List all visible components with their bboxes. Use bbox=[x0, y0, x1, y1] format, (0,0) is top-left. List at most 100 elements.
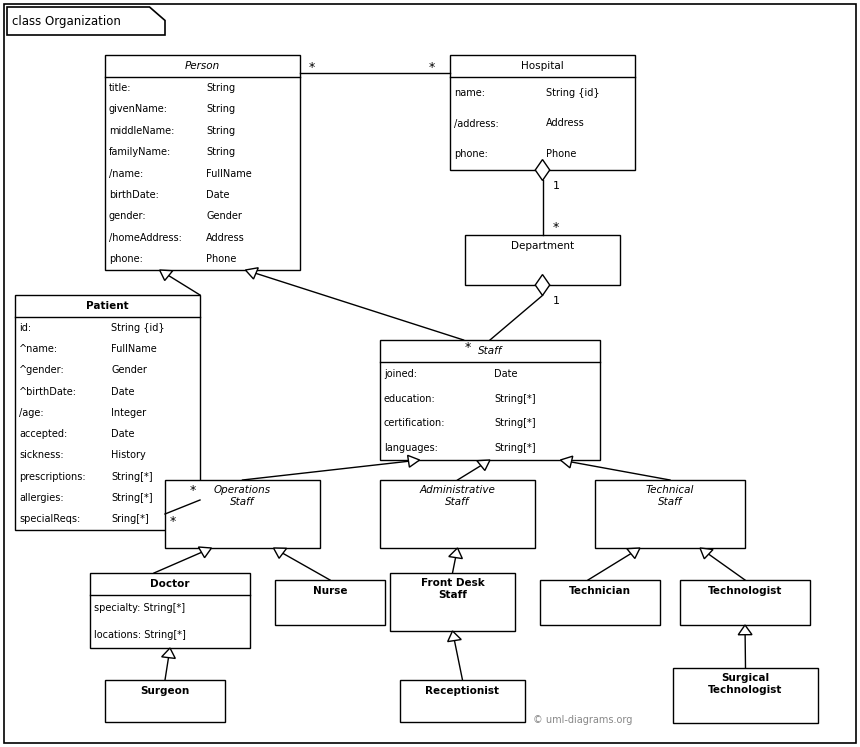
Text: FullName: FullName bbox=[206, 169, 252, 179]
Text: Sring[*]: Sring[*] bbox=[111, 515, 149, 524]
Text: Doctor: Doctor bbox=[150, 579, 190, 589]
Text: String: String bbox=[206, 104, 236, 114]
Text: Receptionist: Receptionist bbox=[426, 686, 500, 696]
Text: gender:: gender: bbox=[109, 211, 146, 221]
Text: /age:: /age: bbox=[19, 408, 44, 418]
Bar bbox=[15, 295, 200, 530]
Text: joined:: joined: bbox=[384, 369, 417, 379]
Text: allergies:: allergies: bbox=[19, 493, 64, 503]
Text: Date: Date bbox=[206, 190, 230, 200]
Text: Date: Date bbox=[111, 386, 135, 397]
Bar bbox=[673, 668, 818, 723]
Text: locations: String[*]: locations: String[*] bbox=[94, 630, 186, 639]
Bar bbox=[595, 480, 745, 548]
Text: String[*]: String[*] bbox=[494, 394, 536, 403]
Text: History: History bbox=[111, 450, 146, 460]
Text: Gender: Gender bbox=[206, 211, 243, 221]
Text: Department: Department bbox=[511, 241, 574, 251]
Text: /name:: /name: bbox=[109, 169, 144, 179]
Text: *: * bbox=[464, 341, 470, 354]
Text: ^birthDate:: ^birthDate: bbox=[19, 386, 77, 397]
Text: Hospital: Hospital bbox=[521, 61, 564, 71]
Polygon shape bbox=[408, 456, 420, 467]
Polygon shape bbox=[245, 267, 258, 279]
Text: languages:: languages: bbox=[384, 443, 438, 453]
Bar bbox=[90, 573, 250, 648]
Text: familyName:: familyName: bbox=[109, 147, 171, 157]
Text: *: * bbox=[553, 221, 559, 235]
Text: Nurse: Nurse bbox=[313, 586, 347, 596]
Text: Technician: Technician bbox=[569, 586, 631, 596]
Text: Address: Address bbox=[206, 233, 245, 243]
Text: FullName: FullName bbox=[111, 344, 157, 354]
Polygon shape bbox=[700, 548, 713, 559]
Text: phone:: phone: bbox=[454, 149, 488, 160]
Text: *: * bbox=[189, 484, 196, 497]
Bar bbox=[165, 480, 320, 548]
Text: String[*]: String[*] bbox=[494, 443, 536, 453]
Text: ^gender:: ^gender: bbox=[19, 365, 64, 375]
Text: sickness:: sickness: bbox=[19, 450, 64, 460]
Text: String[*]: String[*] bbox=[494, 418, 536, 428]
Text: title:: title: bbox=[109, 83, 132, 93]
Text: birthDate:: birthDate: bbox=[109, 190, 159, 200]
Bar bbox=[105, 680, 225, 722]
Polygon shape bbox=[477, 460, 490, 471]
Text: /address:: /address: bbox=[454, 119, 499, 128]
Text: String[*]: String[*] bbox=[111, 472, 153, 482]
Text: education:: education: bbox=[384, 394, 436, 403]
Text: 1: 1 bbox=[553, 181, 560, 190]
Bar bbox=[540, 580, 660, 625]
Text: /homeAddress:: /homeAddress: bbox=[109, 233, 181, 243]
Text: prescriptions:: prescriptions: bbox=[19, 472, 86, 482]
Text: Date: Date bbox=[111, 429, 135, 439]
Text: class Organization: class Organization bbox=[12, 14, 121, 28]
Bar bbox=[465, 235, 620, 285]
Bar bbox=[380, 340, 600, 460]
Polygon shape bbox=[738, 625, 752, 635]
Text: *: * bbox=[169, 515, 175, 528]
Text: specialReqs:: specialReqs: bbox=[19, 515, 80, 524]
Bar bbox=[105, 55, 300, 270]
Polygon shape bbox=[162, 648, 175, 658]
Text: Technical
Staff: Technical Staff bbox=[646, 486, 694, 506]
Text: Phone: Phone bbox=[206, 254, 237, 264]
Polygon shape bbox=[561, 456, 573, 468]
Text: Person: Person bbox=[185, 61, 220, 71]
Text: Surgeon: Surgeon bbox=[140, 686, 189, 696]
Bar bbox=[390, 573, 515, 631]
Text: String {id}: String {id} bbox=[111, 323, 165, 332]
Text: Date: Date bbox=[494, 369, 518, 379]
Text: givenName:: givenName: bbox=[109, 104, 168, 114]
Text: middleName:: middleName: bbox=[109, 125, 175, 136]
Text: Technologist: Technologist bbox=[708, 586, 783, 596]
Text: Surgical
Technologist: Surgical Technologist bbox=[709, 673, 783, 695]
Bar bbox=[680, 580, 810, 625]
Polygon shape bbox=[273, 548, 286, 558]
Text: Address: Address bbox=[546, 119, 585, 128]
Text: *: * bbox=[309, 61, 315, 73]
Polygon shape bbox=[160, 270, 173, 281]
Text: ^name:: ^name: bbox=[19, 344, 58, 354]
Text: © uml-diagrams.org: © uml-diagrams.org bbox=[533, 715, 633, 725]
Text: phone:: phone: bbox=[109, 254, 143, 264]
Bar bbox=[275, 580, 385, 625]
Text: specialty: String[*]: specialty: String[*] bbox=[94, 604, 185, 613]
Bar bbox=[400, 680, 525, 722]
Polygon shape bbox=[627, 548, 640, 559]
Text: String: String bbox=[206, 147, 236, 157]
Text: String: String bbox=[206, 83, 236, 93]
Text: Phone: Phone bbox=[546, 149, 576, 160]
Text: Staff: Staff bbox=[478, 346, 502, 356]
Text: name:: name: bbox=[454, 87, 485, 98]
Text: String[*]: String[*] bbox=[111, 493, 153, 503]
Text: certification:: certification: bbox=[384, 418, 445, 428]
Text: Administrative
Staff: Administrative Staff bbox=[420, 486, 495, 506]
Text: Front Desk
Staff: Front Desk Staff bbox=[421, 578, 484, 600]
Text: Patient: Patient bbox=[86, 301, 129, 311]
Polygon shape bbox=[535, 160, 550, 181]
Text: String: String bbox=[206, 125, 236, 136]
Polygon shape bbox=[448, 631, 461, 642]
Polygon shape bbox=[535, 275, 550, 296]
Bar bbox=[380, 480, 535, 548]
